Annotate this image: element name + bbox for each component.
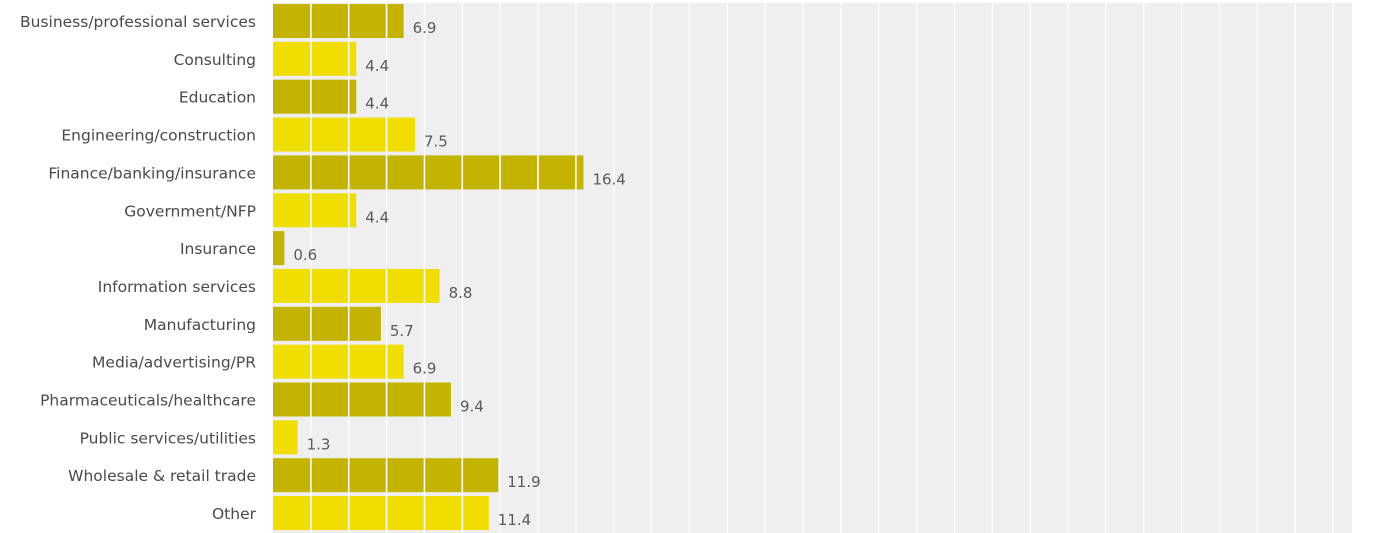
value-label: 1.3 xyxy=(307,435,331,453)
value-label: 9.4 xyxy=(460,398,484,416)
category-label: Engineering/construction xyxy=(61,127,256,145)
bar-gridlines xyxy=(310,4,577,531)
gridlines xyxy=(310,3,1334,533)
bar xyxy=(273,41,357,76)
bar xyxy=(273,344,404,379)
bar xyxy=(273,306,381,341)
bar xyxy=(273,79,357,114)
category-label: Manufacturing xyxy=(144,316,256,334)
category-label: Other xyxy=(212,505,257,523)
category-label: Finance/banking/insurance xyxy=(48,164,256,182)
category-label: Public services/utilities xyxy=(80,429,256,447)
value-label: 8.8 xyxy=(449,284,473,302)
value-labels: 6.9 4.4 4.4 7.5 16.4 4.4 0.6 8.8 5.7 6.9 9.4 1.3 11.… xyxy=(293,19,625,529)
value-label: 6.9 xyxy=(413,19,437,37)
category-labels: Business/professional services Consulting… xyxy=(20,13,257,523)
bars xyxy=(273,4,584,531)
bar xyxy=(273,382,451,417)
bar xyxy=(273,117,415,152)
category-label: Government/NFP xyxy=(124,202,256,220)
value-label: 16.4 xyxy=(592,170,625,188)
value-label: 5.7 xyxy=(390,322,414,340)
category-label: Media/advertising/PR xyxy=(92,354,256,372)
bar xyxy=(273,268,440,303)
category-label: Information services xyxy=(98,278,256,296)
value-label: 6.9 xyxy=(413,360,437,378)
value-label: 11.4 xyxy=(498,511,531,529)
bar xyxy=(273,420,298,455)
value-label: 4.4 xyxy=(365,208,389,226)
value-label: 0.6 xyxy=(293,246,317,264)
category-label: Pharmaceuticals/healthcare xyxy=(40,392,256,410)
value-label: 7.5 xyxy=(424,133,448,151)
bar xyxy=(273,231,285,266)
category-label: Business/professional services xyxy=(20,13,256,31)
category-label: Consulting xyxy=(174,51,256,69)
plot-background xyxy=(273,3,1352,533)
category-label: Insurance xyxy=(180,240,256,258)
category-label: Wholesale & retail trade xyxy=(68,467,256,485)
bar xyxy=(273,193,357,228)
value-label: 11.9 xyxy=(507,473,540,491)
bar xyxy=(273,496,489,531)
value-label: 4.4 xyxy=(365,95,389,113)
value-label: 4.4 xyxy=(365,57,389,75)
bar xyxy=(273,4,404,38)
bar xyxy=(273,155,584,190)
category-label: Education xyxy=(179,89,256,107)
bar xyxy=(273,458,499,493)
